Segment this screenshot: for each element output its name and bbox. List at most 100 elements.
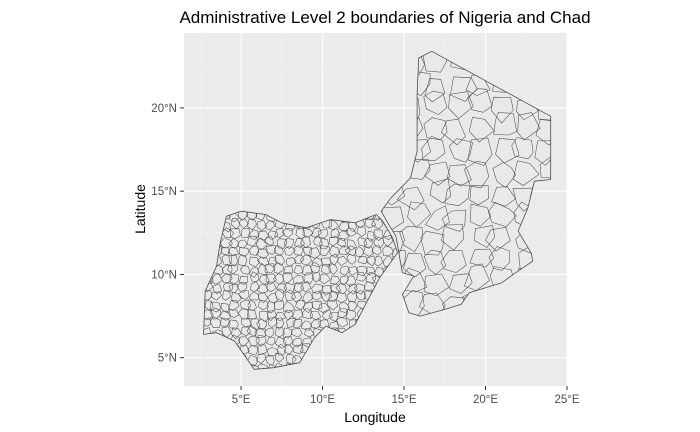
district-polygon (382, 245, 394, 256)
district-polygon (429, 178, 452, 204)
x-tick-label: 15°E (391, 394, 416, 406)
district-polygon (425, 205, 450, 231)
district-polygon (267, 230, 279, 241)
district-polygon (345, 275, 357, 287)
district-polygon (373, 229, 384, 241)
district-polygon (219, 317, 231, 328)
district-polygon (295, 300, 305, 311)
district-polygon (303, 272, 315, 284)
district-polygon (227, 264, 239, 275)
district-polygon (337, 237, 346, 248)
x-axis-title: Longitude (344, 409, 406, 425)
district-polygon (221, 254, 232, 266)
district-polygon (237, 254, 248, 267)
district-polygon (402, 252, 427, 278)
district-polygon (371, 218, 384, 230)
district-polygon (203, 317, 211, 327)
district-polygon (264, 327, 275, 338)
district-polygon (338, 301, 350, 313)
district-polygon (517, 112, 541, 141)
district-polygon (302, 301, 314, 314)
district-polygon (210, 272, 223, 285)
district-polygon (328, 236, 340, 247)
district-polygon (273, 262, 285, 274)
district-polygon (347, 266, 359, 276)
district-polygon (258, 299, 269, 311)
district-polygon (440, 118, 466, 146)
district-polygon (365, 255, 376, 267)
district-polygon (423, 273, 450, 297)
district-polygon (239, 264, 251, 275)
district-polygon (363, 237, 374, 249)
map-title: Administrative Level 2 boundaries of Nig… (179, 8, 590, 27)
district-polygon (274, 300, 285, 311)
district-polygon (246, 324, 258, 337)
district-polygon (450, 76, 478, 102)
district-polygon (362, 246, 374, 257)
district-polygon (265, 273, 277, 285)
district-polygon (511, 137, 534, 160)
district-polygon (237, 336, 250, 347)
district-polygon (256, 220, 267, 232)
district-polygon (356, 226, 366, 237)
district-polygon (318, 273, 331, 285)
district-polygon (275, 326, 285, 338)
district-polygon (275, 317, 285, 330)
district-polygon (535, 118, 551, 146)
district-polygon (470, 203, 492, 227)
district-polygon (357, 256, 369, 265)
district-polygon (328, 290, 339, 302)
district-polygon (423, 249, 447, 275)
district-polygon (300, 236, 311, 248)
district-polygon (490, 96, 514, 124)
country-regions (203, 50, 552, 370)
district-polygon (247, 299, 257, 311)
district-polygon (236, 281, 248, 293)
y-tick-label: 10°N (151, 269, 177, 281)
district-polygon (328, 320, 340, 330)
district-polygon (227, 247, 240, 257)
district-polygon (249, 245, 260, 256)
district-polygon (258, 292, 269, 304)
district-polygon (346, 290, 357, 302)
district-polygon (328, 219, 340, 231)
district-polygon (317, 303, 331, 314)
district-polygon (468, 116, 495, 143)
district-polygon (309, 311, 322, 321)
district-polygon (220, 302, 230, 314)
district-polygon (347, 300, 357, 311)
district-polygon (311, 283, 323, 294)
district-polygon (338, 221, 349, 233)
district-polygon (396, 186, 425, 211)
district-polygon (246, 218, 257, 231)
district-polygon (267, 364, 278, 370)
district-polygon (258, 230, 270, 241)
district-polygon (448, 91, 474, 119)
district-polygon (300, 280, 312, 293)
district-polygon (231, 327, 242, 340)
district-polygon (444, 183, 470, 206)
district-polygon (274, 244, 284, 256)
district-polygon (293, 265, 304, 275)
district-polygon (335, 283, 348, 295)
district-polygon (228, 238, 240, 249)
district-polygon (512, 160, 540, 186)
district-polygon (337, 255, 349, 267)
district-polygon (488, 246, 511, 271)
district-polygon (283, 301, 296, 314)
district-polygon (210, 291, 222, 301)
district-polygon (473, 225, 495, 248)
district-polygon (301, 264, 314, 276)
district-polygon (311, 319, 322, 329)
district-polygon (364, 281, 376, 293)
axis-ticks: 5°E 10°E 15°E 20°E 25°E 5°N 10°N 15°N 20°N (151, 103, 580, 406)
district-polygon (487, 202, 517, 228)
district-polygon (240, 326, 251, 337)
district-polygon (284, 309, 294, 321)
district-polygon (311, 300, 323, 310)
district-polygon (284, 246, 296, 256)
district-polygon (255, 334, 267, 347)
district-polygon (469, 248, 495, 268)
y-tick-label: 5°N (158, 353, 177, 365)
district-polygon (238, 290, 250, 300)
